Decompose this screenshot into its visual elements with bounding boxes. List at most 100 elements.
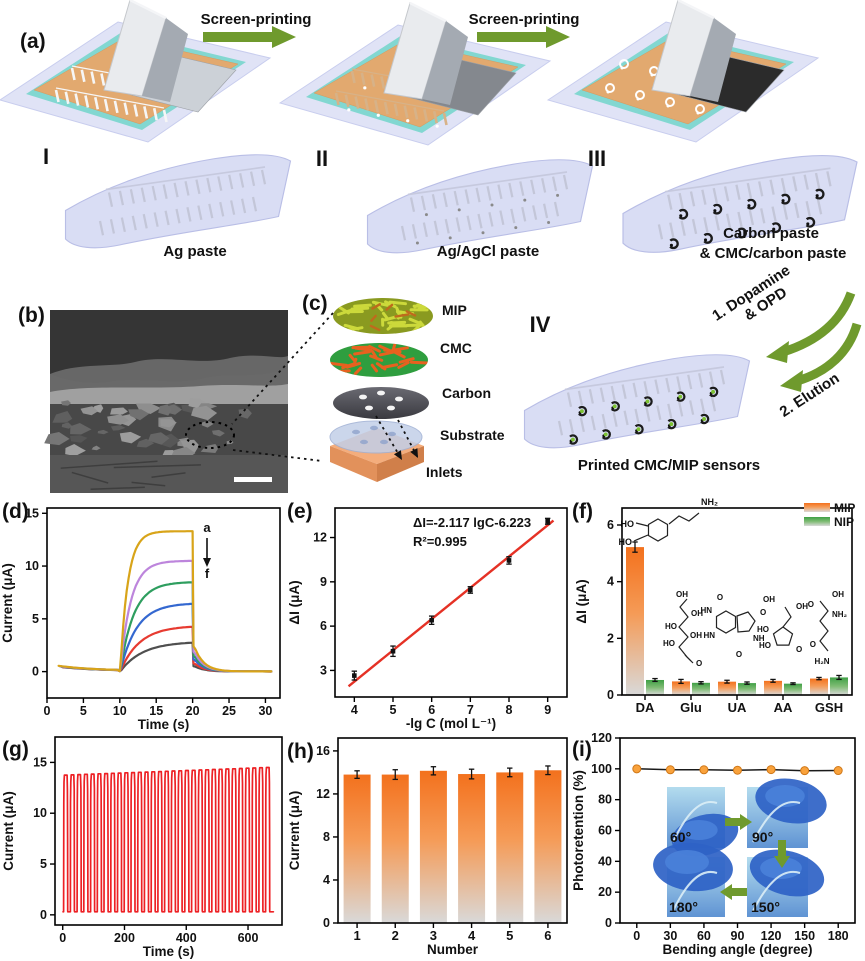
panel-e-label: (e): [287, 500, 313, 523]
layer-stack-illustration: [231, 298, 433, 482]
svg-text:AA: AA: [774, 700, 793, 715]
svg-text:0: 0: [59, 931, 66, 945]
svg-text:6: 6: [544, 928, 551, 943]
svg-text:Photoretention (%): Photoretention (%): [571, 770, 586, 891]
svg-text:2: 2: [607, 631, 614, 645]
flexible-sheet-I: [64, 154, 292, 249]
svg-text:100: 100: [591, 762, 612, 776]
svg-text:GSH: GSH: [815, 700, 843, 715]
svg-text:0: 0: [44, 704, 51, 718]
svg-text:12: 12: [313, 531, 327, 545]
svg-text:4: 4: [323, 873, 330, 887]
svg-text:5: 5: [32, 612, 39, 626]
svg-text:60: 60: [598, 824, 612, 838]
svg-text:25: 25: [222, 704, 236, 718]
svg-text:80: 80: [598, 793, 612, 807]
panel-f-label: (f): [572, 500, 593, 523]
svg-text:O: O: [717, 593, 723, 602]
layer-label-carbon: Carbon: [442, 385, 491, 401]
stage-caption-2: Ag/AgCl paste: [437, 243, 540, 260]
svg-text:0: 0: [605, 916, 612, 930]
printing-station-2: [278, 1, 552, 146]
bending-photo-2: [653, 842, 733, 917]
stage-numeral-4: IV: [530, 312, 551, 337]
svg-text:400: 400: [176, 931, 197, 945]
panel-g-label: (g): [2, 738, 29, 761]
svg-text:OH: OH: [690, 631, 702, 640]
svg-text:Glu: Glu: [680, 700, 702, 715]
curve-annotation-top: a: [203, 520, 211, 535]
svg-text:5: 5: [80, 704, 87, 718]
svg-text:3: 3: [320, 663, 327, 677]
photo-label-90: 90°: [752, 829, 773, 845]
svg-text:HO: HO: [759, 641, 771, 650]
svg-text:0: 0: [633, 929, 640, 943]
flexible-sheet-IV: [523, 354, 751, 449]
svg-text:1: 1: [353, 928, 360, 943]
dopamine-opd-arrow-label: 1. Dopamine & OPD: [709, 262, 793, 325]
svg-text:ΔI (μA): ΔI (μA): [574, 579, 589, 623]
bending-photo-3: [747, 849, 825, 917]
panel-b-sem: (b): [18, 304, 288, 493]
svg-text:4: 4: [351, 703, 358, 717]
panel-d-label: (d): [2, 500, 29, 523]
layer-label-substrate: Substrate: [440, 427, 505, 443]
svg-text:NH: NH: [753, 634, 765, 643]
svg-text:O: O: [696, 659, 702, 668]
flexible-sheet-II: [366, 159, 594, 254]
svg-text:O: O: [808, 600, 814, 609]
svg-text:90: 90: [731, 929, 745, 943]
curve-annotation-bottom: f: [205, 566, 210, 581]
svg-text:ΔI (μA): ΔI (μA): [287, 580, 302, 624]
svg-text:HO: HO: [665, 622, 677, 631]
svg-text:0: 0: [607, 688, 614, 702]
svg-text:5: 5: [40, 857, 47, 871]
r-squared-value: R²=0.995: [413, 534, 467, 549]
svg-text:60: 60: [697, 929, 711, 943]
svg-text:DA: DA: [636, 700, 655, 715]
chemical-structures: [633, 512, 829, 664]
photo-label-60: 60°: [670, 829, 691, 845]
svg-text:OH: OH: [796, 602, 808, 611]
svg-text:0: 0: [323, 916, 330, 930]
svg-text:O: O: [796, 645, 802, 654]
svg-text:HN: HN: [703, 631, 715, 640]
svg-text:0: 0: [32, 665, 39, 679]
svg-text:UA: UA: [728, 700, 747, 715]
panel-h-label: (h): [287, 740, 314, 763]
svg-text:HO: HO: [621, 519, 635, 529]
panel-i-label: (i): [572, 738, 592, 761]
panel-a-illustration: [0, 0, 858, 254]
photo-label-180: 180°: [669, 899, 698, 915]
stage-caption-1: Ag paste: [163, 243, 226, 260]
inlets-label: Inlets: [426, 464, 463, 480]
svg-text:O: O: [810, 640, 816, 649]
svg-text:Current (μA): Current (μA): [1, 791, 16, 871]
sem-scale-bar: [234, 477, 272, 482]
panel-a-fabrication: (a) Screen-printing Screen-printing I II…: [0, 0, 858, 262]
panel-iv-printed-sensors: IV Printed CMC/MIP sensors 1. Dopamine &…: [523, 262, 862, 474]
svg-text:NH₂: NH₂: [832, 610, 848, 619]
svg-text:7: 7: [467, 703, 474, 717]
legend-label-nip: NIP: [834, 515, 854, 529]
bending-photo-1: [747, 778, 827, 848]
svg-text:150: 150: [794, 929, 815, 943]
panel-c-layer-stack: (c) MIP CMC Carbon Substrate Inlets: [231, 292, 505, 482]
fit-equation: ΔI=-2.117 lgC-6.223: [413, 515, 531, 530]
stage-numeral-2: II: [316, 146, 328, 171]
stage-caption-3-line2: & CMC/carbon paste: [700, 245, 847, 262]
svg-text:5: 5: [390, 703, 397, 717]
calibration-plot: 4 5 6 7 8 9 3 6 9 12 -lg C (mol L⁻¹) ΔI (μA): [287, 507, 568, 731]
legend-swatch-nip: [804, 517, 830, 526]
svg-text:15: 15: [25, 506, 39, 520]
printed-sensor-sheet: [523, 291, 862, 449]
layer-label-cmc: CMC: [440, 340, 472, 356]
screen-printing-label-2: Screen-printing: [469, 11, 580, 28]
svg-text:OH: OH: [691, 609, 703, 618]
stage-numeral-3: III: [588, 146, 606, 171]
